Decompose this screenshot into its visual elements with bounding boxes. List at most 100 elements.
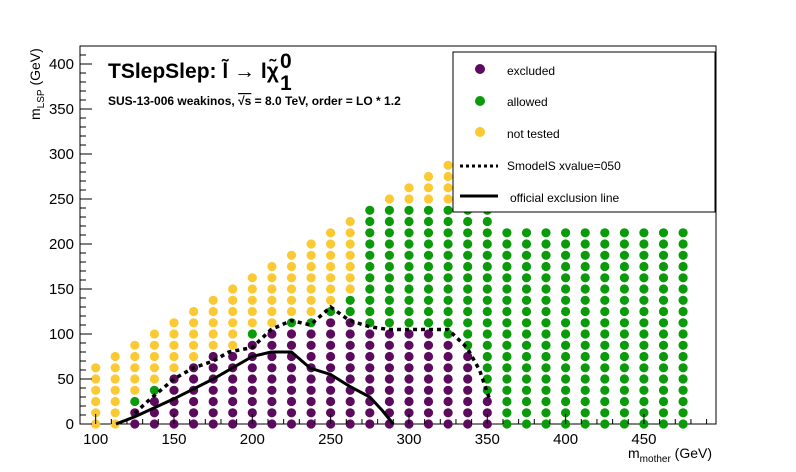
- point-allowed: [443, 295, 453, 305]
- y-axis-title: mLSP (GeV): [27, 48, 47, 120]
- point-allowed: [580, 228, 590, 238]
- legend-box: [452, 51, 716, 213]
- point-allowed: [521, 351, 532, 362]
- point-not-tested: [130, 363, 140, 373]
- point-excluded: [326, 318, 336, 328]
- point-allowed: [678, 419, 688, 429]
- point-not-tested: [247, 273, 257, 283]
- point-excluded: [286, 363, 297, 373]
- point-excluded: [384, 363, 394, 373]
- point-excluded: [423, 396, 434, 407]
- point-allowed: [619, 419, 630, 429]
- point-allowed: [541, 250, 551, 260]
- point-not-tested: [247, 295, 257, 305]
- point-not-tested: [286, 306, 297, 317]
- point-allowed: [404, 228, 414, 238]
- point-not-tested: [189, 306, 199, 317]
- point-not-tested: [110, 396, 120, 407]
- point-not-tested: [228, 318, 238, 328]
- point-allowed: [502, 351, 512, 362]
- point-excluded: [384, 329, 394, 339]
- point-allowed: [463, 295, 473, 305]
- point-allowed: [521, 273, 532, 283]
- point-allowed: [482, 250, 492, 260]
- point-excluded: [267, 419, 277, 429]
- point-excluded: [443, 351, 453, 362]
- point-excluded: [482, 396, 492, 407]
- point-allowed: [541, 228, 551, 238]
- point-allowed: [443, 273, 453, 283]
- point-excluded: [365, 408, 375, 418]
- legend-label-excluded: excluded: [507, 64, 555, 78]
- point-allowed: [619, 374, 630, 384]
- point-allowed: [423, 284, 434, 294]
- point-allowed: [580, 329, 590, 339]
- point-allowed: [658, 419, 669, 429]
- point-allowed: [404, 250, 414, 260]
- chart-title-subscript: 1: [280, 72, 292, 95]
- point-excluded: [228, 419, 238, 429]
- point-excluded: [286, 374, 297, 384]
- point-excluded: [345, 396, 355, 407]
- point-excluded: [384, 385, 394, 395]
- point-allowed: [365, 205, 375, 215]
- point-not-tested: [423, 171, 434, 182]
- x-tick-label: 450: [631, 431, 656, 448]
- point-allowed: [365, 216, 375, 227]
- point-not-tested: [306, 306, 316, 317]
- point-not-tested: [306, 273, 316, 283]
- point-excluded: [443, 374, 453, 384]
- point-excluded: [423, 385, 434, 395]
- point-allowed: [502, 250, 512, 260]
- point-allowed: [365, 306, 375, 317]
- point-excluded: [423, 374, 434, 384]
- point-allowed: [541, 363, 551, 373]
- point-excluded: [463, 363, 473, 373]
- point-excluded: [423, 340, 434, 350]
- point-excluded: [326, 385, 336, 395]
- point-allowed: [678, 351, 688, 362]
- point-excluded: [404, 363, 414, 373]
- point-allowed: [561, 363, 571, 373]
- point-allowed: [619, 351, 630, 362]
- point-not-tested: [326, 273, 336, 283]
- point-not-tested: [228, 284, 238, 294]
- point-allowed: [443, 284, 453, 294]
- point-allowed: [541, 408, 551, 418]
- point-allowed: [678, 306, 688, 317]
- point-not-tested: [110, 408, 120, 418]
- point-allowed: [404, 261, 414, 272]
- point-allowed: [130, 396, 140, 407]
- point-allowed: [658, 250, 669, 260]
- point-allowed: [541, 261, 551, 272]
- point-not-tested: [110, 385, 120, 395]
- legend-label-not-tested: not tested: [507, 127, 560, 141]
- point-excluded: [423, 419, 434, 429]
- axes: 100 150 200 250 300 350 400 450 0 50 100 150 200 250 3…: [49, 54, 708, 448]
- point-excluded: [423, 351, 434, 362]
- point-allowed: [619, 261, 630, 272]
- point-allowed: [463, 239, 473, 249]
- point-allowed: [502, 363, 512, 373]
- point-allowed: [600, 295, 610, 305]
- point-not-tested: [326, 261, 336, 272]
- point-allowed: [619, 250, 630, 260]
- chart-title-superscript: 0: [280, 50, 292, 73]
- point-allowed: [521, 329, 532, 339]
- point-excluded: [345, 351, 355, 362]
- point-not-tested: [345, 273, 355, 283]
- point-allowed: [600, 329, 610, 339]
- point-allowed: [541, 351, 551, 362]
- legend-marker-allowed: [475, 96, 485, 106]
- point-allowed: [580, 306, 590, 317]
- point-allowed: [521, 363, 532, 373]
- point-allowed: [600, 385, 610, 395]
- legend-label-official: official exclusion line: [510, 191, 619, 205]
- y-tick-label: 50: [57, 371, 74, 388]
- exclusion-lines: [115, 304, 493, 426]
- point-allowed: [619, 306, 630, 317]
- point-not-tested: [130, 385, 140, 395]
- point-allowed: [580, 419, 590, 429]
- point-allowed: [561, 273, 571, 283]
- x-tick-label: 350: [475, 431, 500, 448]
